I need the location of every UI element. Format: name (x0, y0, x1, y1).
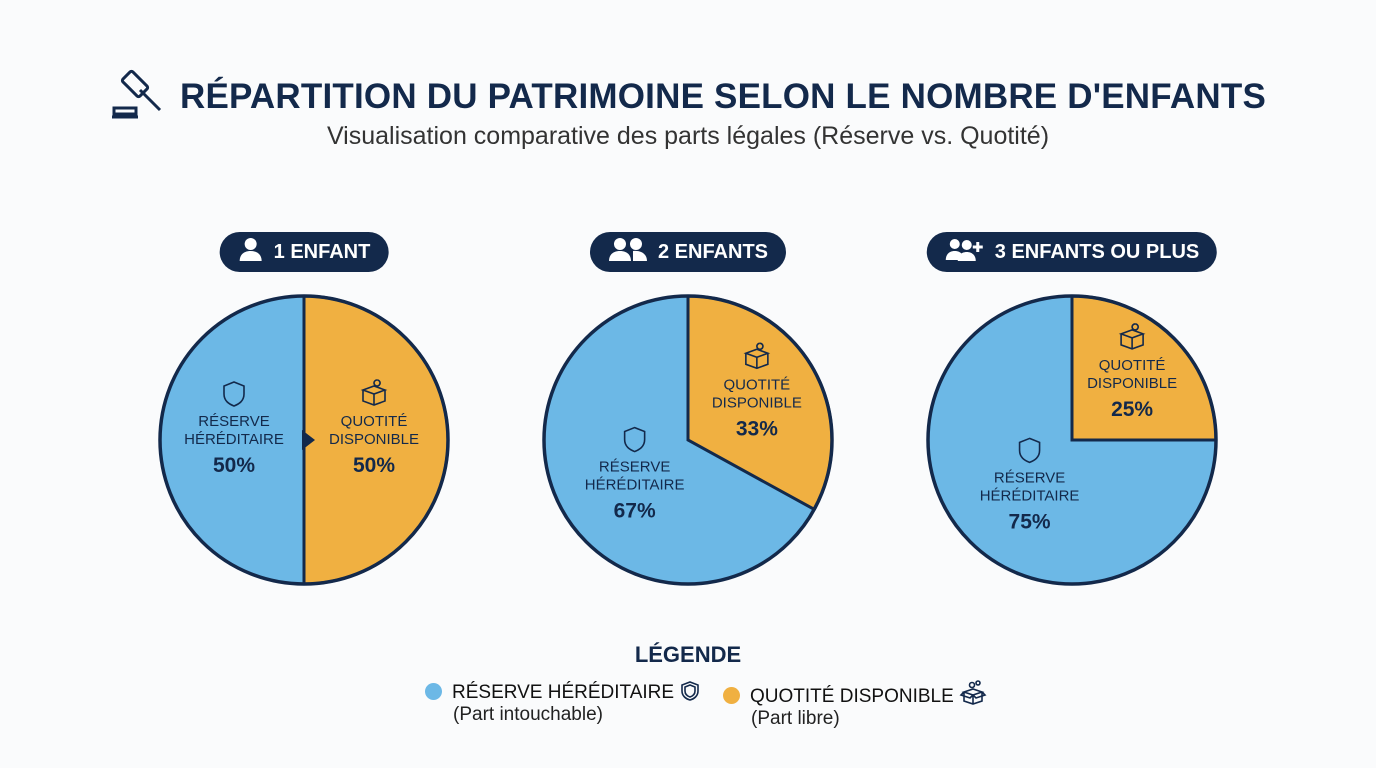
arrow-marker (302, 430, 315, 450)
user-icon (238, 236, 264, 268)
slice-value: 75% (1009, 510, 1051, 533)
pie-outline (158, 294, 450, 586)
badge-3-enfants: 3 ENFANTS OU PLUS (926, 232, 1218, 272)
slice-label-text: HÉRÉDITAIRE (980, 487, 1080, 504)
pie-outline (926, 294, 1218, 586)
slice-label-text: DISPONIBLE (712, 394, 802, 411)
slice-value: 67% (614, 500, 656, 523)
slice-label-text: RÉSERVE (198, 413, 269, 430)
shield-icon (623, 426, 646, 453)
users-icon (608, 236, 648, 268)
legend-item-reserve: RÉSERVE HÉRÉDITAIRE (Part intouchable) (425, 680, 701, 726)
legend-swatch (425, 683, 442, 700)
badge-2-enfants: 2 ENFANTS (589, 232, 787, 272)
gift-box-icon (360, 379, 388, 406)
gavel-icon (110, 68, 166, 129)
slice-value: 33% (736, 417, 778, 440)
slice-value: 25% (1111, 398, 1153, 421)
users-plus-icon (945, 236, 985, 268)
slice-label-text: HÉRÉDITAIRE (585, 477, 685, 494)
shield-icon (1018, 437, 1041, 464)
slice-label-text: QUOTITÉ (724, 376, 791, 393)
slice-label-text: HÉRÉDITAIRE (184, 431, 284, 448)
shield-icon (679, 681, 701, 703)
slice-label-text: DISPONIBLE (329, 431, 419, 448)
legend-swatch (723, 687, 740, 704)
slice-value: 50% (213, 454, 255, 477)
legend-title: LÉGENDE (634, 642, 742, 667)
slice-label-text: QUOTITÉ (1099, 357, 1166, 374)
page-title: RÉPARTITION DU PATRIMOINE SELON LE NOMBR… (0, 68, 1376, 129)
slice-label-text: DISPONIBLE (1087, 375, 1177, 392)
gift-box-icon (743, 342, 771, 370)
gift-box-icon (959, 680, 987, 707)
slice-value: 50% (353, 454, 395, 477)
slice-label-text: RÉSERVE (599, 459, 670, 476)
gift-box-icon (1118, 323, 1146, 350)
badge-1-enfant: 1 ENFANT (219, 232, 389, 272)
slice-label-text: RÉSERVE (994, 469, 1065, 486)
legend-item-quotite: QUOTITÉ DISPONIBLE (Part libre) (723, 680, 987, 730)
pie-outline (542, 294, 834, 586)
subtitle: Visualisation comparative des parts léga… (326, 122, 1050, 150)
slice-label-text: QUOTITÉ (341, 413, 408, 430)
shield-icon (223, 381, 245, 407)
